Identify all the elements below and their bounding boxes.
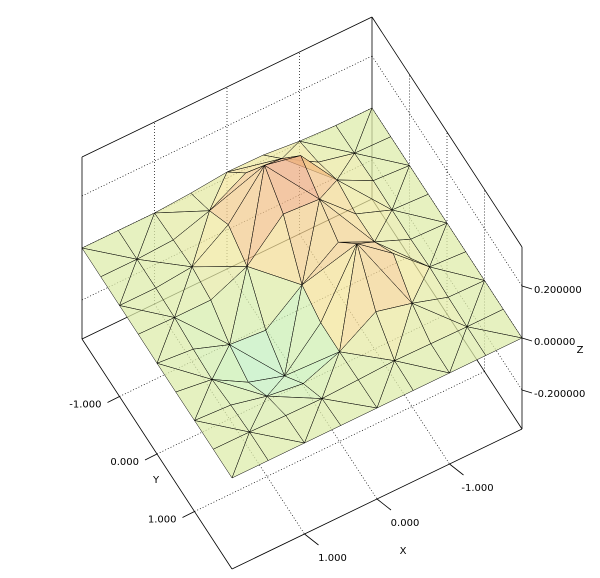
x-tick-label: -1.000: [461, 483, 493, 494]
surface-mesh: [81, 107, 523, 479]
y-axis-label: Y: [152, 475, 160, 486]
x-tick-label: 1.000: [318, 553, 347, 564]
x-tick: [376, 498, 392, 511]
x-tick: [449, 463, 464, 476]
x-axis-label: X: [400, 546, 407, 557]
surface-facet: [304, 398, 342, 444]
y-tick: [144, 453, 158, 461]
surface-facet: [231, 431, 269, 479]
y-tick-label: -1.000: [69, 400, 101, 411]
z-tick-label: -0.200000: [534, 389, 585, 400]
x-tick-label: 0.000: [391, 518, 420, 529]
y-tick: [182, 511, 195, 518]
axis-labels: -1.000 0.000 1.000 -1.000 0.000 1.000 -0.20000…: [69, 285, 585, 564]
surface-facet: [137, 317, 175, 364]
z-tick: [521, 285, 533, 290]
z-axis-label: Z: [577, 345, 584, 356]
x-tick: [304, 533, 319, 546]
z-tick: [521, 337, 533, 342]
y-tick: [107, 396, 120, 403]
grid-line: [371, 55, 523, 287]
y-tick-label: 1.000: [148, 515, 177, 526]
box-edge: [81, 16, 373, 158]
y-tick-label: 0.000: [110, 457, 139, 468]
z-tick-label: 0.00000: [534, 337, 575, 348]
box-edge: [371, 16, 523, 248]
z-tick-label: 0.200000: [534, 285, 582, 296]
surface-facet: [376, 360, 414, 409]
surface-facet: [175, 379, 213, 422]
z-tick: [521, 389, 533, 394]
